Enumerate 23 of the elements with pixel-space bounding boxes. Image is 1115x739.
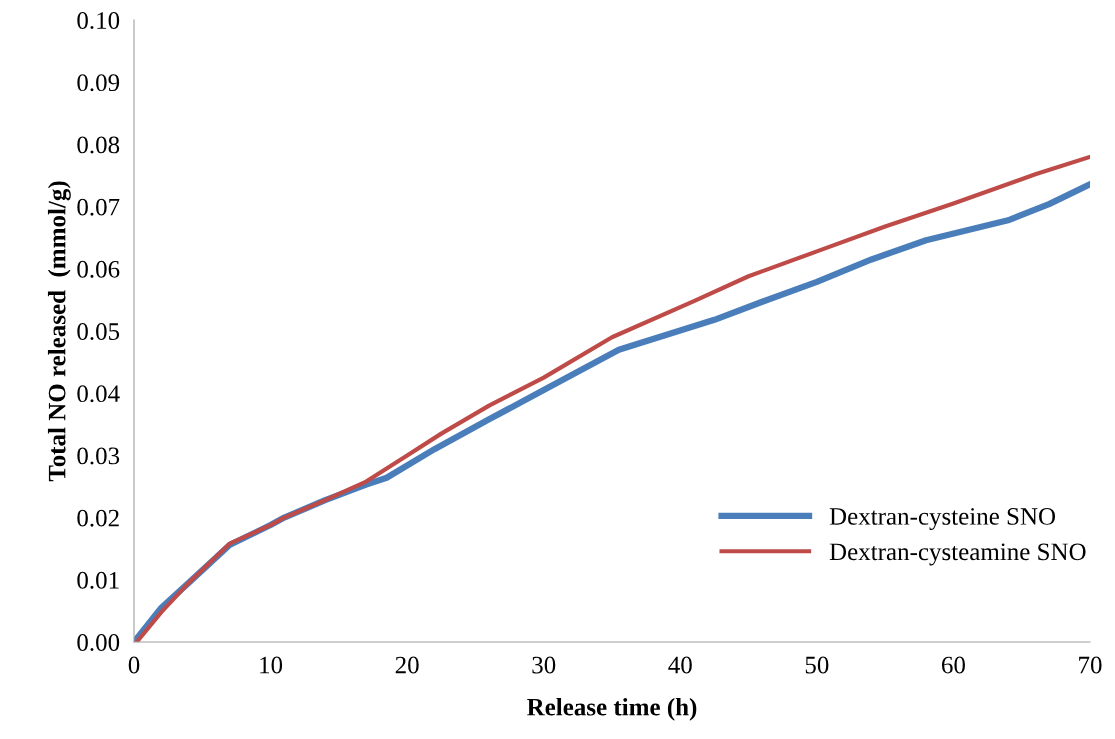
legend-label: Dextran-cysteamine SNO — [829, 543, 1086, 566]
x-tick-label: 30 — [532, 656, 556, 674]
x-tick-label: 60 — [942, 656, 965, 674]
x-tick-label: 70 — [1079, 656, 1102, 674]
y-axis-title: Total NO released (mmol/g) — [47, 181, 71, 482]
x-tick-label: 20 — [395, 656, 419, 674]
y-tick-label: 0.09 — [77, 74, 120, 92]
x-tick-label: 50 — [805, 656, 829, 674]
y-tick-label: 0.00 — [77, 634, 120, 652]
y-tick-label: 0.04 — [77, 385, 120, 403]
x-tick-label: 0 — [128, 656, 140, 674]
legend-label: Dextran-cysteine SNO — [829, 508, 1056, 531]
y-tick-label: 0.05 — [77, 323, 120, 341]
x-tick-label: 40 — [668, 656, 692, 674]
y-tick-label: 0.06 — [77, 260, 120, 278]
y-tick-label: 0.10 — [77, 12, 120, 30]
x-axis-title: Release time (h) — [527, 698, 697, 721]
y-tick-label: 0.07 — [77, 198, 120, 216]
y-tick-label: 0.08 — [77, 136, 120, 154]
y-tick-label: 0.02 — [77, 509, 119, 527]
y-tick-label: 0.03 — [77, 447, 120, 465]
y-tick-label: 0.01 — [77, 571, 119, 589]
x-tick-label: 10 — [260, 656, 283, 674]
